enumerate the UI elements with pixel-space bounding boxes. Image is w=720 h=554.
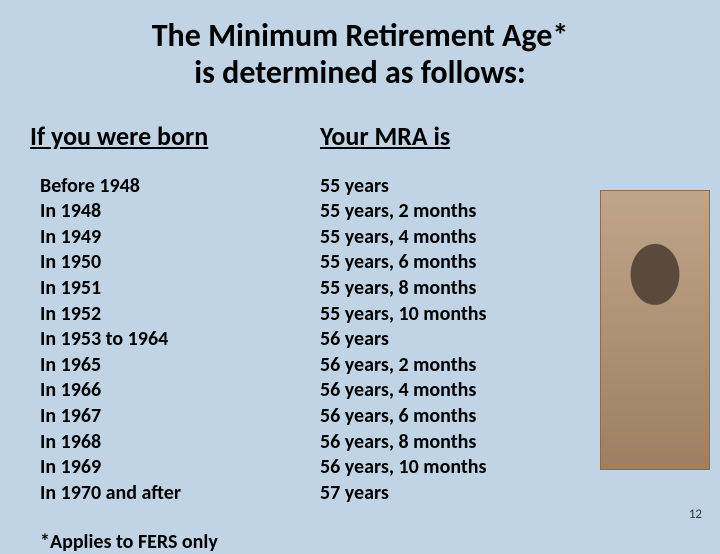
table-row-born: In 1951: [40, 276, 320, 302]
table-row-born: In 1968: [40, 430, 320, 456]
table-row-mra: 55 years, 2 months: [320, 199, 487, 225]
table-row-mra: 55 years, 4 months: [320, 225, 487, 251]
header-born: If you were born: [30, 120, 320, 152]
table-row-born: In 1966: [40, 378, 320, 404]
table-row-born: In 1970 and after: [40, 481, 320, 507]
page-number: 12: [689, 507, 702, 522]
column-mra: 55 years55 years, 2 months55 years, 4 mo…: [320, 174, 487, 507]
table-row-mra: 56 years, 10 months: [320, 455, 487, 481]
header-mra: Your MRA is: [320, 120, 450, 152]
table-row-mra: 55 years, 10 months: [320, 302, 487, 328]
table-row-mra: 55 years, 6 months: [320, 250, 487, 276]
column-born: Before 1948In 1948In 1949In 1950In 1951I…: [40, 174, 320, 507]
table-row-born: In 1949: [40, 225, 320, 251]
table-row-mra: 56 years, 8 months: [320, 430, 487, 456]
decorative-image-inner: [601, 191, 709, 469]
table-row-mra: 55 years, 8 months: [320, 276, 487, 302]
title-line-2: is determined as follows:: [0, 55, 720, 92]
table-row-born: In 1967: [40, 404, 320, 430]
table-row-born: In 1950: [40, 250, 320, 276]
slide-title: The Minimum Retirement Age* is determine…: [0, 0, 720, 92]
table-row-born: In 1952: [40, 302, 320, 328]
table-row-born: In 1948: [40, 199, 320, 225]
decorative-image: [600, 190, 710, 470]
table-row-mra: 56 years: [320, 327, 487, 353]
table-row-mra: 55 years: [320, 174, 487, 200]
table-row-born: In 1953 to 1964: [40, 327, 320, 353]
footnote: *Applies to FERS only: [0, 530, 720, 554]
table-row-mra: 56 years, 4 months: [320, 378, 487, 404]
table-row-born: In 1965: [40, 353, 320, 379]
table-row-mra: 56 years, 2 months: [320, 353, 487, 379]
table-row-mra: 56 years, 6 months: [320, 404, 487, 430]
column-headers: If you were born Your MRA is: [0, 120, 720, 152]
table-row-born: In 1969: [40, 455, 320, 481]
table-row-mra: 57 years: [320, 481, 487, 507]
table-row-born: Before 1948: [40, 174, 320, 200]
title-line-1: The Minimum Retirement Age*: [0, 18, 720, 55]
